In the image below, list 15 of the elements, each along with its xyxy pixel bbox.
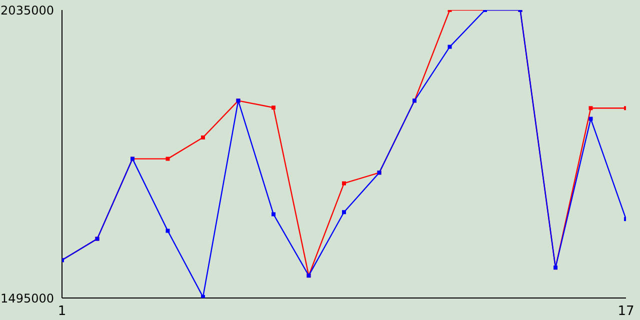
- x-tick-label: 17: [618, 304, 634, 320]
- y-tick-label: 1495000: [0, 291, 54, 306]
- point: [588, 106, 593, 110]
- point: [201, 135, 205, 140]
- point: [272, 106, 276, 110]
- point: [166, 228, 170, 233]
- point: [272, 212, 276, 216]
- point: [588, 116, 593, 121]
- point: [342, 181, 346, 186]
- point: [342, 210, 346, 214]
- x-tick-label: 1: [58, 304, 66, 320]
- point: [201, 294, 205, 298]
- y-tick-label: 2035000: [0, 3, 54, 18]
- point: [166, 156, 170, 161]
- point: [448, 44, 452, 49]
